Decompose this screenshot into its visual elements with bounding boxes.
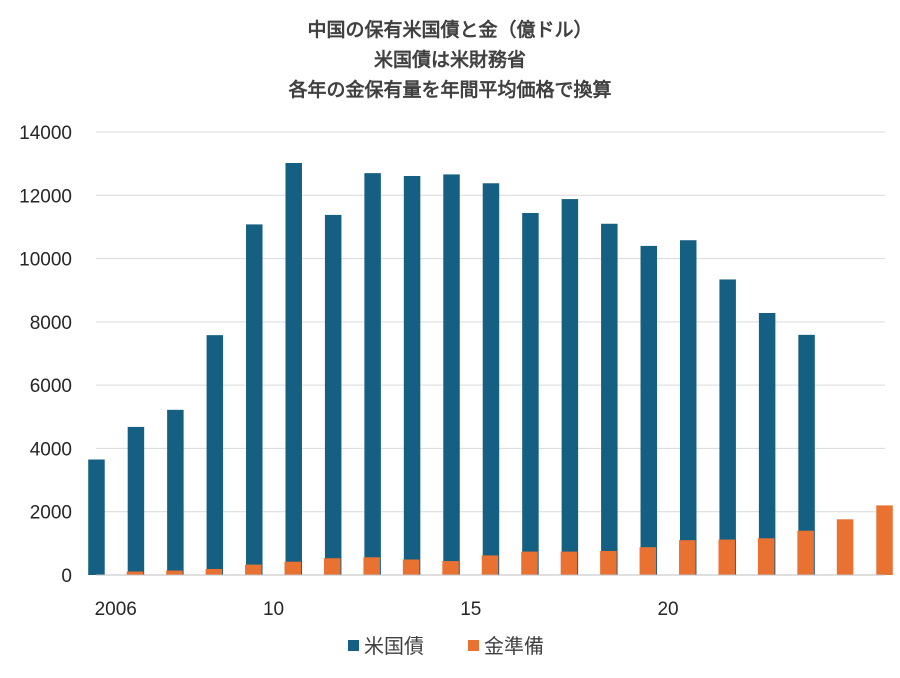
bar-gold-2022 xyxy=(757,538,775,575)
x-tick-label: 2006 xyxy=(95,599,137,620)
bar-gold-2015 xyxy=(481,555,499,575)
bar-treasury-2020 xyxy=(640,245,658,575)
bar-gold-2008 xyxy=(205,568,223,575)
bar-treasury-2012 xyxy=(324,214,342,575)
bar-treasury-2008 xyxy=(167,409,184,575)
bars xyxy=(88,163,893,576)
bar-gold-2020 xyxy=(679,540,696,575)
bar-gold-2009 xyxy=(245,564,262,575)
bar-treasury-2017 xyxy=(522,213,539,575)
legend-label: 金準備 xyxy=(484,634,544,658)
bar-treasury-2019 xyxy=(601,223,618,575)
chart-title-line-3: 各年の金保有量を年間平均価格で換算 xyxy=(287,78,611,101)
bar-gold-2012 xyxy=(363,557,380,575)
bar-gold-2025 xyxy=(876,505,893,575)
bar-treasury-2015 xyxy=(443,174,460,575)
bar-gold-2010 xyxy=(284,561,302,575)
y-tick-label: 10000 xyxy=(19,250,72,271)
bar-gold-2013 xyxy=(402,559,420,575)
bar-gold-2019 xyxy=(639,547,657,575)
bar-gold-2016 xyxy=(521,551,538,575)
bar-treasury-2010 xyxy=(246,224,263,575)
bar-gold-2006 xyxy=(126,571,144,575)
legend-item-gold: 金準備 xyxy=(468,634,544,658)
bar-gold-2023 xyxy=(797,530,814,575)
bar-treasury-2006 xyxy=(88,459,105,575)
y-tick-label: 4000 xyxy=(30,439,72,460)
y-tick-label: 0 xyxy=(61,566,72,587)
bar-treasury-2009 xyxy=(206,335,224,575)
chart-title-line-1: 中国の保有米国債と金（億ドル） xyxy=(307,18,592,41)
chart-title: 中国の保有米国債と金（億ドル） 米国債は米財務省 各年の金保有量を年間平均価格で… xyxy=(287,18,611,101)
y-tick-label: 6000 xyxy=(30,376,72,397)
bar-treasury-2022 xyxy=(719,279,736,575)
x-axis-ticks: 2006 10 15 20 xyxy=(95,599,679,620)
chart-title-line-2: 米国債は米財務省 xyxy=(374,48,526,71)
y-tick-label: 2000 xyxy=(30,503,72,524)
y-tick-label: 8000 xyxy=(30,313,72,334)
bar-gold-2014 xyxy=(442,561,459,575)
x-tick-label: 20 xyxy=(657,599,678,620)
y-axis-ticks: 0 2000 4000 6000 8000 10000 12000 14000 xyxy=(19,123,72,587)
bar-treasury-2021 xyxy=(679,240,697,575)
bar-gold-2007 xyxy=(166,570,183,575)
legend-swatch xyxy=(468,640,479,651)
legend: 米国債 金準備 xyxy=(348,634,544,658)
bar-treasury-2024 xyxy=(798,334,815,575)
y-tick-label: 14000 xyxy=(19,123,72,144)
legend-item-treasury: 米国債 xyxy=(348,634,424,658)
bar-treasury-2011 xyxy=(285,163,302,575)
bar-gold-2018 xyxy=(600,550,617,575)
bar-gold-2021 xyxy=(718,539,735,575)
bar-gold-2024 xyxy=(836,519,854,575)
y-tick-label: 12000 xyxy=(19,186,72,207)
bar-gold-2017 xyxy=(560,551,578,575)
legend-label: 米国債 xyxy=(364,634,424,658)
bar-treasury-2013 xyxy=(364,173,381,575)
bar-treasury-2014 xyxy=(403,175,421,575)
legend-swatch xyxy=(348,640,359,651)
bar-gold-2011 xyxy=(323,558,341,575)
x-tick-label: 15 xyxy=(460,599,481,620)
x-tick-label: 10 xyxy=(263,599,284,620)
bar-treasury-2007 xyxy=(127,426,145,575)
bar-treasury-2023 xyxy=(758,312,776,575)
bar-treasury-2016 xyxy=(482,183,500,576)
bar-treasury-2018 xyxy=(561,199,579,575)
